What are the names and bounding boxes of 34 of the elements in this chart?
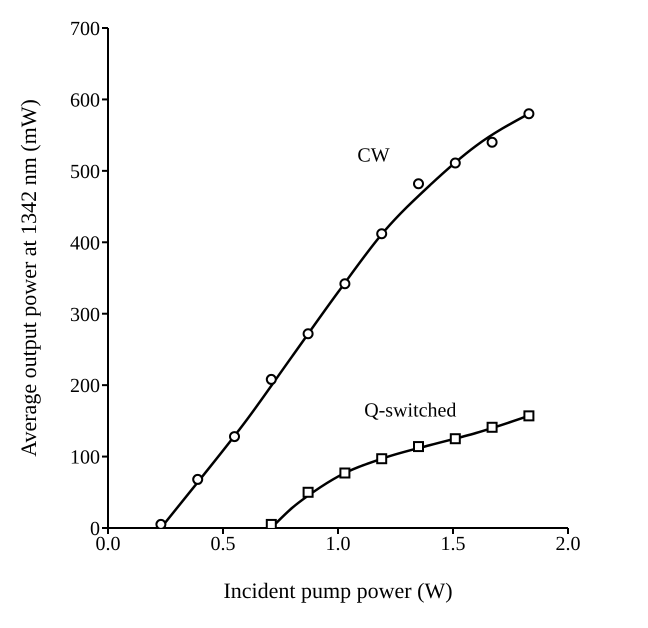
point: [486, 136, 498, 148]
point: [339, 278, 350, 290]
x-tick-label: 2.0: [556, 533, 580, 556]
y-tick-label: 300: [70, 304, 100, 326]
y-tick-label: 500: [70, 160, 100, 183]
point: [302, 486, 314, 498]
point: [266, 374, 277, 385]
point: [376, 228, 388, 240]
x-tick-label: 0.5: [210, 533, 236, 556]
y-tick-label: 400: [70, 232, 100, 254]
y-axis-title: Average output power at 1342 nm (mW): [16, 99, 41, 457]
point: [155, 518, 166, 528]
point: [266, 518, 277, 528]
point: [523, 410, 534, 422]
point: [413, 178, 424, 190]
point: [450, 433, 461, 444]
y-tick-label: 600: [70, 90, 100, 112]
point: [413, 441, 424, 452]
x-tick-label: 1.5: [440, 533, 466, 556]
series-label: Q-switched: [364, 400, 456, 422]
series-label: CW: [357, 144, 390, 167]
point: [486, 422, 498, 433]
point: [229, 431, 240, 442]
x-tick-label: 1.0: [326, 533, 350, 556]
y-tick-label: 100: [70, 446, 100, 469]
point: [302, 328, 314, 340]
point: [192, 474, 204, 485]
point: [523, 108, 534, 120]
y-tick-label: 700: [70, 18, 100, 40]
point: [339, 468, 350, 478]
point: [376, 453, 388, 464]
x-axis-title: Incident pump power (W): [223, 578, 453, 603]
point: [450, 158, 461, 168]
y-tick-label: 200: [70, 375, 100, 398]
